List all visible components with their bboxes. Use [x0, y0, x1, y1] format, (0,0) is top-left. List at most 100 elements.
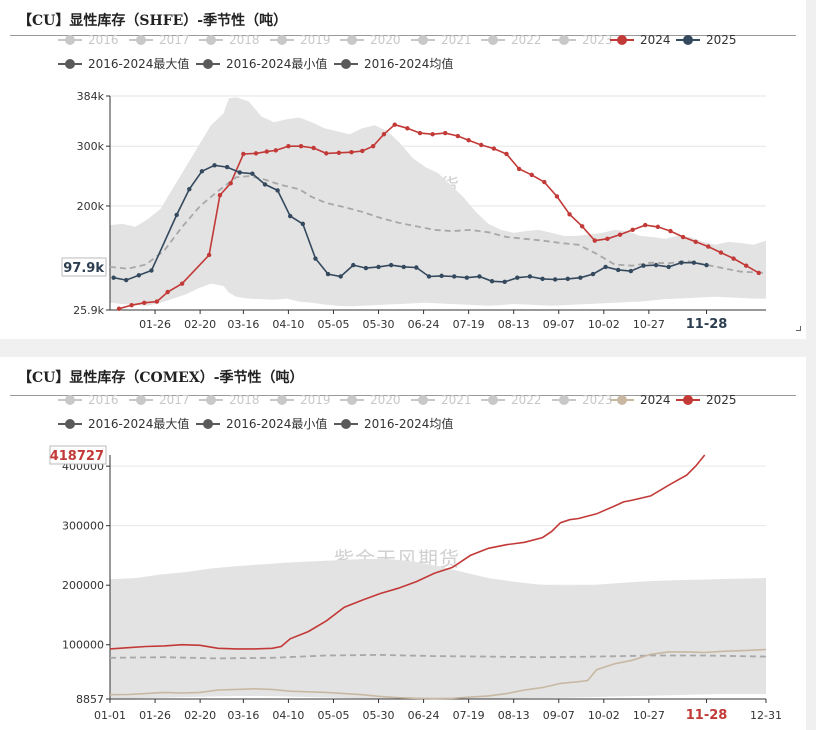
data-point[interactable] — [392, 122, 397, 127]
data-point[interactable] — [264, 149, 269, 154]
data-point[interactable] — [443, 130, 448, 136]
data-point[interactable] — [466, 138, 471, 143]
data-point[interactable] — [324, 151, 329, 156]
data-point[interactable] — [360, 148, 365, 154]
data-point[interactable] — [338, 274, 343, 279]
data-point[interactable] — [643, 222, 648, 228]
data-point[interactable] — [363, 265, 369, 271]
data-point[interactable] — [756, 270, 761, 276]
data-point[interactable] — [426, 274, 432, 279]
data-point[interactable] — [579, 224, 585, 229]
data-point[interactable] — [237, 170, 242, 175]
legend-item-2016-2024[interactable]: 2016-2024最大值 — [58, 415, 189, 432]
legend-item-2016-2024[interactable]: 2016-2024均值 — [334, 55, 453, 72]
legend-item-2025[interactable]: 2025 — [676, 393, 737, 407]
data-point[interactable] — [680, 234, 686, 240]
legend-item-2023[interactable]: 2023 — [552, 393, 613, 407]
legend-item-2023[interactable]: 2023 — [552, 33, 613, 47]
legend-item-2016-2024[interactable]: 2016-2024均值 — [334, 415, 453, 432]
data-point[interactable] — [630, 227, 635, 233]
data-point[interactable] — [502, 279, 507, 285]
data-point[interactable] — [666, 264, 671, 270]
data-point[interactable] — [743, 263, 749, 268]
data-point[interactable] — [206, 252, 212, 258]
data-point[interactable] — [370, 143, 376, 149]
data-point[interactable] — [731, 256, 736, 261]
data-point[interactable] — [439, 273, 444, 279]
data-point[interactable] — [199, 169, 205, 174]
legend-item-2019[interactable]: 2019 — [270, 393, 331, 407]
data-point[interactable] — [641, 263, 646, 268]
legend-item-2024[interactable]: 2024 — [610, 33, 671, 47]
data-point[interactable] — [228, 181, 233, 186]
legend-item-2016-2024[interactable]: 2016-2024最小值 — [196, 55, 327, 72]
data-point[interactable] — [129, 302, 134, 308]
data-point[interactable] — [679, 260, 684, 265]
legend-item-2016-2024[interactable]: 2016-2024最大值 — [58, 55, 189, 72]
data-point[interactable] — [691, 260, 697, 265]
data-point[interactable] — [552, 277, 558, 282]
legend-item-2022[interactable]: 2022 — [481, 33, 542, 47]
data-point[interactable] — [504, 151, 509, 157]
data-point[interactable] — [250, 171, 255, 176]
data-point[interactable] — [142, 300, 147, 305]
data-point[interactable] — [414, 265, 419, 270]
data-point[interactable] — [376, 264, 381, 270]
data-point[interactable] — [542, 179, 547, 185]
data-point[interactable] — [300, 221, 306, 227]
data-point[interactable] — [540, 276, 545, 282]
data-point[interactable] — [154, 299, 160, 304]
data-point[interactable] — [381, 132, 387, 137]
legend-item-2024[interactable]: 2024 — [610, 393, 671, 407]
data-point[interactable] — [273, 148, 279, 153]
data-point[interactable] — [590, 271, 596, 277]
data-point[interactable] — [693, 239, 698, 245]
data-point[interactable] — [653, 262, 659, 268]
data-point[interactable] — [179, 281, 185, 286]
data-point[interactable] — [124, 277, 129, 283]
legend-item-2016-2024[interactable]: 2016-2024最小值 — [196, 415, 327, 432]
legend-item-2020[interactable]: 2020 — [340, 33, 401, 47]
data-point[interactable] — [718, 250, 724, 255]
data-point[interactable] — [405, 126, 410, 131]
data-point[interactable] — [336, 150, 342, 155]
data-point[interactable] — [136, 273, 142, 278]
legend-item-2018[interactable]: 2018 — [199, 393, 260, 407]
data-point[interactable] — [116, 306, 122, 311]
data-point[interactable] — [617, 232, 623, 237]
legend-item-2017[interactable]: 2017 — [129, 393, 190, 407]
data-point[interactable] — [516, 166, 522, 172]
data-point[interactable] — [603, 264, 608, 270]
data-point[interactable] — [388, 262, 394, 268]
data-point[interactable] — [187, 187, 192, 192]
legend-item-2016[interactable]: 2016 — [58, 393, 119, 407]
data-point[interactable] — [605, 236, 610, 242]
legend-item-2019[interactable]: 2019 — [270, 33, 331, 47]
data-point[interactable] — [275, 188, 280, 193]
data-point[interactable] — [592, 238, 597, 243]
data-point[interactable] — [515, 275, 520, 280]
data-point[interactable] — [401, 264, 406, 270]
data-point[interactable] — [288, 213, 293, 219]
data-point[interactable] — [241, 151, 246, 157]
legend-item-2017[interactable]: 2017 — [129, 33, 190, 47]
data-point[interactable] — [351, 262, 356, 268]
data-point[interactable] — [224, 164, 230, 170]
data-point[interactable] — [417, 130, 423, 136]
data-point[interactable] — [464, 275, 470, 280]
data-point[interactable] — [491, 146, 497, 151]
data-point[interactable] — [165, 289, 170, 295]
data-point[interactable] — [149, 268, 154, 273]
legend-item-2016[interactable]: 2016 — [58, 33, 119, 47]
data-point[interactable] — [628, 268, 634, 274]
legend-item-2021[interactable]: 2021 — [411, 393, 472, 407]
data-point[interactable] — [313, 256, 318, 261]
legend-item-2022[interactable]: 2022 — [481, 393, 542, 407]
data-point[interactable] — [668, 228, 673, 234]
data-point[interactable] — [565, 276, 570, 282]
data-point[interactable] — [349, 149, 354, 155]
data-point[interactable] — [262, 182, 268, 187]
data-point[interactable] — [212, 163, 217, 168]
data-point[interactable] — [217, 193, 223, 198]
data-point[interactable] — [325, 271, 331, 277]
